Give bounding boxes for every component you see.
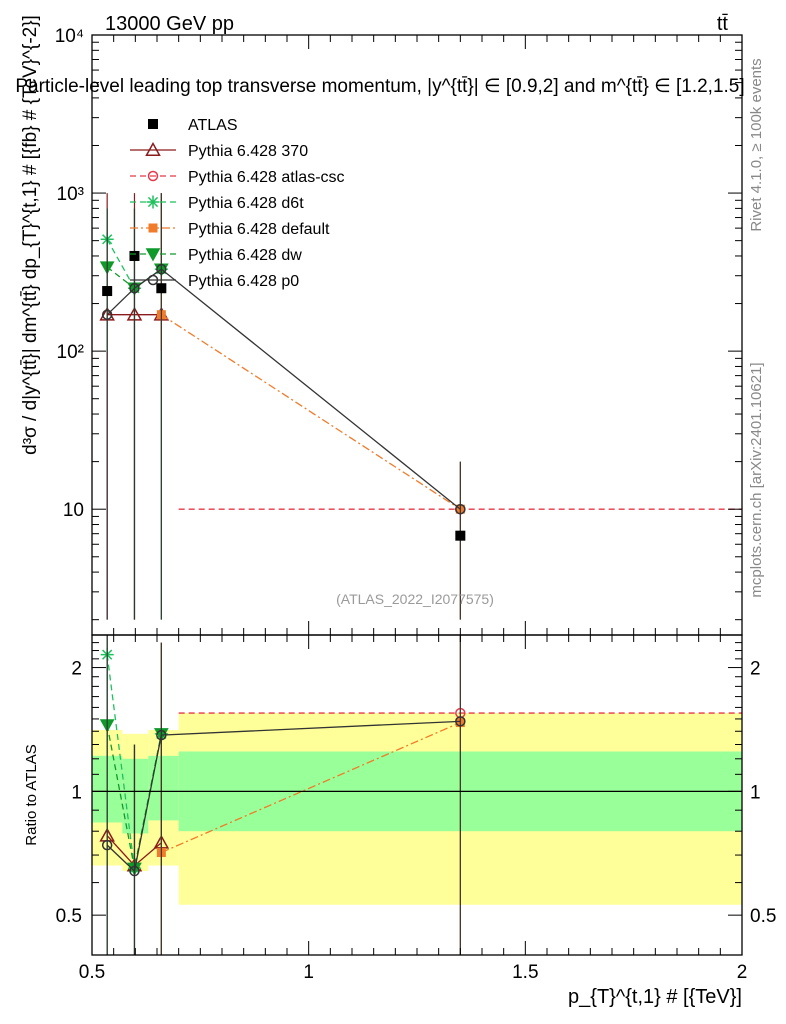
legend-label: Pythia 6.428 d6t bbox=[188, 195, 304, 212]
legend-item: Pythia 6.428 370 bbox=[130, 141, 308, 160]
y-tick-label: 10 bbox=[63, 500, 84, 521]
legend-label: ATLAS bbox=[188, 117, 238, 134]
legend-marker bbox=[147, 274, 159, 286]
series-5-line bbox=[106, 268, 461, 510]
legend-marker bbox=[148, 223, 158, 233]
series-5-ratio-point bbox=[455, 716, 466, 727]
legend-label: Pythia 6.428 dw bbox=[188, 247, 302, 264]
series-3-line bbox=[160, 314, 461, 510]
legend-item: ATLAS bbox=[148, 117, 238, 134]
legend-item: Pythia 6.428 atlas-csc bbox=[130, 169, 345, 186]
ratio-y-tick-label: 0.5 bbox=[56, 906, 82, 927]
series-5-ratio-point bbox=[129, 865, 140, 877]
series-5-point bbox=[455, 503, 466, 515]
x-tick-label: 1 bbox=[303, 962, 314, 983]
atlas-point bbox=[129, 250, 140, 261]
series-5-ratio-line bbox=[106, 720, 461, 873]
x-tick-label: 0.5 bbox=[79, 962, 105, 983]
series-5-point bbox=[156, 263, 167, 275]
legend-label: Pythia 6.428 default bbox=[188, 221, 330, 238]
legend-item: Pythia 6.428 dw bbox=[130, 247, 302, 264]
legend-marker bbox=[146, 195, 160, 209]
atlas-point bbox=[102, 286, 113, 297]
ratio-y-tick-label-right: 0.5 bbox=[750, 906, 776, 927]
header-process: tt̄ bbox=[717, 13, 729, 35]
y-tick-label: 10² bbox=[57, 342, 84, 363]
analysis-watermark: (ATLAS_2022_I2077575) bbox=[336, 591, 494, 607]
legend-label: Pythia 6.428 atlas-csc bbox=[188, 169, 345, 186]
legend-label: Pythia 6.428 370 bbox=[188, 143, 308, 160]
legend-label: Pythia 6.428 p0 bbox=[188, 273, 299, 290]
mcplots-label: mcplots.cern.ch [arXiv:2401.10621] bbox=[748, 362, 765, 597]
y-tick-label: 10³ bbox=[57, 184, 84, 205]
chart-title: Particle-level leading top transverse mo… bbox=[15, 76, 744, 97]
legend-marker bbox=[148, 119, 158, 129]
legend-marker bbox=[147, 170, 159, 182]
legend: ATLAS Pythia 6.428 370 Pythia 6.428 atlas-… bbox=[130, 117, 345, 290]
header-collision: 13000 GeV pp bbox=[105, 13, 234, 35]
series-5-point bbox=[129, 282, 140, 294]
ratio-y-tick-label: 1 bbox=[71, 782, 82, 803]
legend-item: Pythia 6.428 p0 bbox=[130, 273, 299, 290]
legend-item: Pythia 6.428 default bbox=[130, 221, 330, 238]
x-tick-label: 1.5 bbox=[512, 962, 538, 983]
x-axis-label: p_{T}^{t,1} # [{TeV}] bbox=[568, 986, 742, 1008]
x-tick-label: 2 bbox=[737, 962, 748, 983]
series-3-ratio-line bbox=[161, 721, 461, 854]
series-5-ratio-point bbox=[101, 839, 113, 851]
main-plot bbox=[99, 193, 742, 620]
legend-marker bbox=[145, 248, 161, 262]
axes: 0.5 1 1.5 2 10 10² 10³ 10⁴ 0.5 0.5 1 1 2 2 bbox=[55, 26, 777, 983]
atlas-point bbox=[156, 283, 167, 294]
series-5-point bbox=[101, 309, 113, 320]
ratio-y-tick-label: 2 bbox=[71, 659, 82, 680]
atlas-point bbox=[455, 530, 466, 541]
y-tick-label: 10⁴ bbox=[55, 26, 84, 47]
series-5-ratio-point bbox=[156, 729, 167, 741]
legend-item: Pythia 6.428 d6t bbox=[130, 195, 304, 212]
legend-marker bbox=[145, 141, 161, 156]
y-axis-label-ratio: Ratio to ATLAS bbox=[23, 744, 40, 845]
ratio-plot bbox=[92, 635, 742, 955]
rivet-label: Rivet 4.1.0, ≥ 100k events bbox=[748, 58, 765, 231]
y-axis-label-main: d³σ / d|y^{tt̄}| dm^{tt̄} dp_{T}^{t,1} #… bbox=[20, 15, 41, 455]
ratio-y-tick-label-right: 2 bbox=[750, 659, 761, 680]
ratio-band-inner bbox=[148, 755, 179, 821]
ratio-y-tick-label-right: 1 bbox=[750, 782, 761, 803]
